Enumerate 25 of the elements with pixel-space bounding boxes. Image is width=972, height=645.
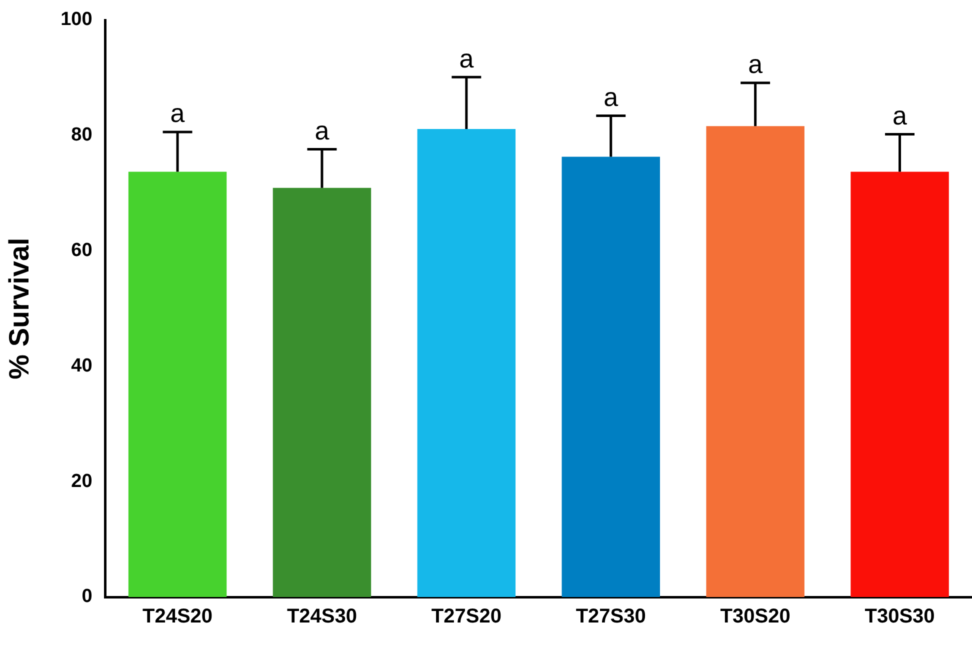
bar (128, 172, 227, 597)
y-axis-title: % Survival (4, 238, 35, 380)
y-tick-label: 20 (71, 470, 92, 492)
bar (850, 172, 949, 597)
y-tick-label: 60 (71, 240, 92, 262)
bar (272, 188, 372, 597)
y-tick-label: 100 (60, 9, 92, 30)
x-tick-label: T30S30 (864, 606, 935, 628)
bar (706, 126, 804, 597)
x-tick-label: T27S30 (576, 606, 646, 628)
x-tick-label: T24S30 (286, 606, 358, 628)
annotation: a (748, 49, 764, 80)
bar (417, 129, 516, 597)
annotation: a (459, 43, 474, 74)
annotation: a (170, 98, 186, 128)
annotation: a (604, 82, 619, 112)
y-tick-label: 0 (82, 586, 92, 608)
x-tick-label: T30S20 (720, 606, 790, 628)
x-tick-label: T27S20 (431, 606, 502, 628)
annotation: a (314, 115, 330, 146)
y-tick-label: 80 (71, 124, 92, 146)
bar (562, 156, 660, 597)
annotation: a (892, 100, 908, 130)
y-tick-label: 40 (71, 355, 92, 376)
x-tick-label: T24S20 (142, 606, 213, 628)
